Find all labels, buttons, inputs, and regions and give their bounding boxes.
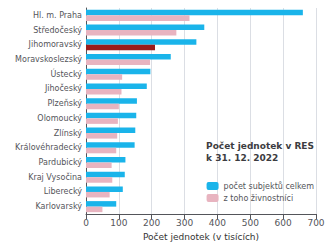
svg-text:100: 100	[110, 218, 127, 228]
svg-text:Královéhradecký: Královéhradecký	[15, 142, 82, 152]
svg-text:Zlínský: Zlínský	[54, 129, 83, 138]
svg-text:Středočeský: Středočeský	[33, 25, 82, 35]
svg-text:z toho živnostníci: z toho živnostníci	[224, 194, 294, 203]
svg-text:k 31. 12. 2022: k 31. 12. 2022	[206, 153, 278, 163]
svg-text:Karlovarský: Karlovarský	[35, 202, 82, 211]
svg-text:Ústecký: Ústecký	[50, 68, 82, 79]
svg-text:700: 700	[307, 218, 324, 228]
svg-text:Moravskoslezský: Moravskoslezský	[15, 55, 82, 64]
svg-text:Hl. m. Praha: Hl. m. Praha	[33, 11, 82, 20]
svg-text:počet subjektů celkem: počet subjektů celkem	[224, 181, 315, 191]
svg-text:0: 0	[83, 218, 89, 228]
svg-text:400: 400	[209, 218, 226, 228]
svg-text:Liberecký: Liberecký	[44, 187, 82, 196]
svg-text:600: 600	[275, 218, 292, 228]
svg-text:Počet jednotek v RES: Počet jednotek v RES	[206, 141, 314, 151]
svg-text:Kraj Vysočina: Kraj Vysočina	[28, 172, 82, 182]
svg-text:200: 200	[143, 218, 160, 228]
svg-text:Olomoucký: Olomoucký	[37, 114, 82, 123]
svg-text:300: 300	[176, 218, 193, 228]
svg-text:Pardubický: Pardubický	[39, 158, 83, 167]
svg-text:Jihočeský: Jihočeský	[44, 83, 82, 93]
svg-text:500: 500	[242, 218, 259, 228]
svg-text:Jihomoravský: Jihomoravský	[28, 40, 83, 49]
svg-text:Počet jednotek (v tisících): Počet jednotek (v tisících)	[143, 232, 259, 242]
svg-text:Plzeňský: Plzeňský	[48, 98, 83, 108]
